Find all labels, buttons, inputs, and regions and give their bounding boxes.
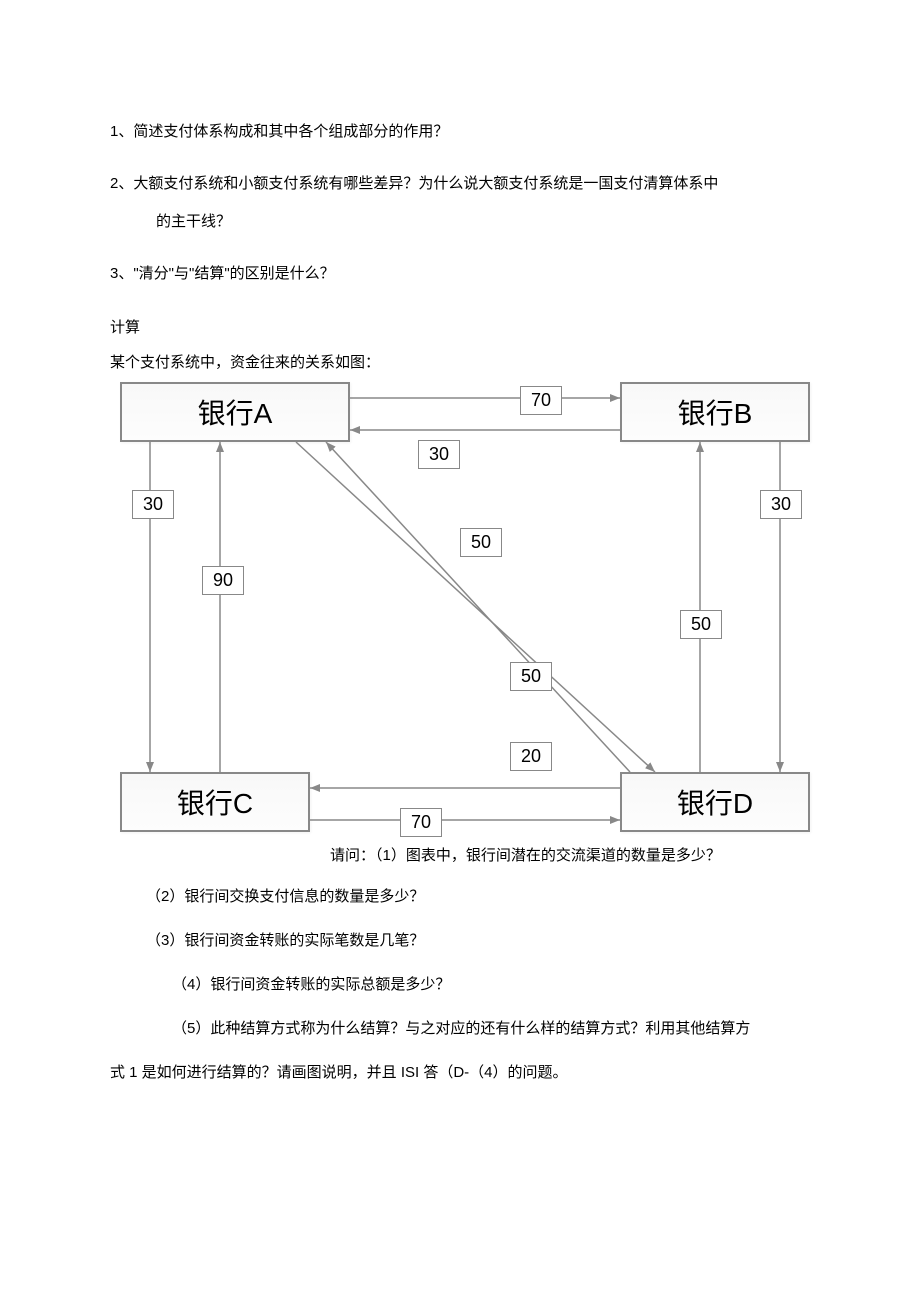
sub-question-4: （4）银行间资金转账的实际总额是多少？	[172, 973, 810, 997]
edge-value-C-D: 70	[400, 808, 442, 837]
sub-question-3: （3）银行间资金转账的实际笔数是几笔？	[146, 929, 810, 953]
question-2-line1: 2、大额支付系统和小额支付系统有哪些差异？为什么说大额支付系统是一国支付清算体系…	[110, 175, 718, 192]
edge-A-D	[296, 442, 655, 772]
calc-intro: 某个支付系统中，资金往来的关系如图：	[110, 349, 810, 376]
edge-value-D-A: 50	[510, 662, 552, 691]
edge-D-A	[326, 442, 630, 772]
edge-value-A-C: 30	[132, 490, 174, 519]
edge-value-C-A: 90	[202, 566, 244, 595]
edge-value-B-D: 30	[760, 490, 802, 519]
sub-question-5b: 式 1 是如何进行结算的？请画图说明，并且 ISI 答（D-（4）的问题。	[110, 1061, 810, 1085]
edge-value-B-A: 30	[418, 440, 460, 469]
edge-value-D-C: 20	[510, 742, 552, 771]
question-1: 1、简述支付体系构成和其中各个组成部分的作用？	[110, 120, 810, 144]
edge-value-A-D: 50	[460, 528, 502, 557]
sub-question-5: （5）此种结算方式称为什么结算？与之对应的还有什么样的结算方式？利用其他结算方	[172, 1017, 810, 1041]
payment-diagram: 银行A银行B银行C银行D 70303090305050502070	[110, 382, 810, 842]
sub-question-2: （2）银行间交换支付信息的数量是多少？	[146, 885, 810, 909]
question-2: 2、大额支付系统和小额支付系统有哪些差异？为什么说大额支付系统是一国支付清算体系…	[110, 172, 810, 234]
edge-value-A-B: 70	[520, 386, 562, 415]
question-2-line2: 的主干线？	[156, 210, 810, 234]
sub-question-1: 请问：（1）图表中，银行间潜在的交流渠道的数量是多少？	[330, 844, 810, 865]
calc-heading: 计算	[110, 314, 810, 341]
edge-value-D-B: 50	[680, 610, 722, 639]
question-3: 3、"清分"与"结算"的区别是什么？	[110, 262, 810, 286]
